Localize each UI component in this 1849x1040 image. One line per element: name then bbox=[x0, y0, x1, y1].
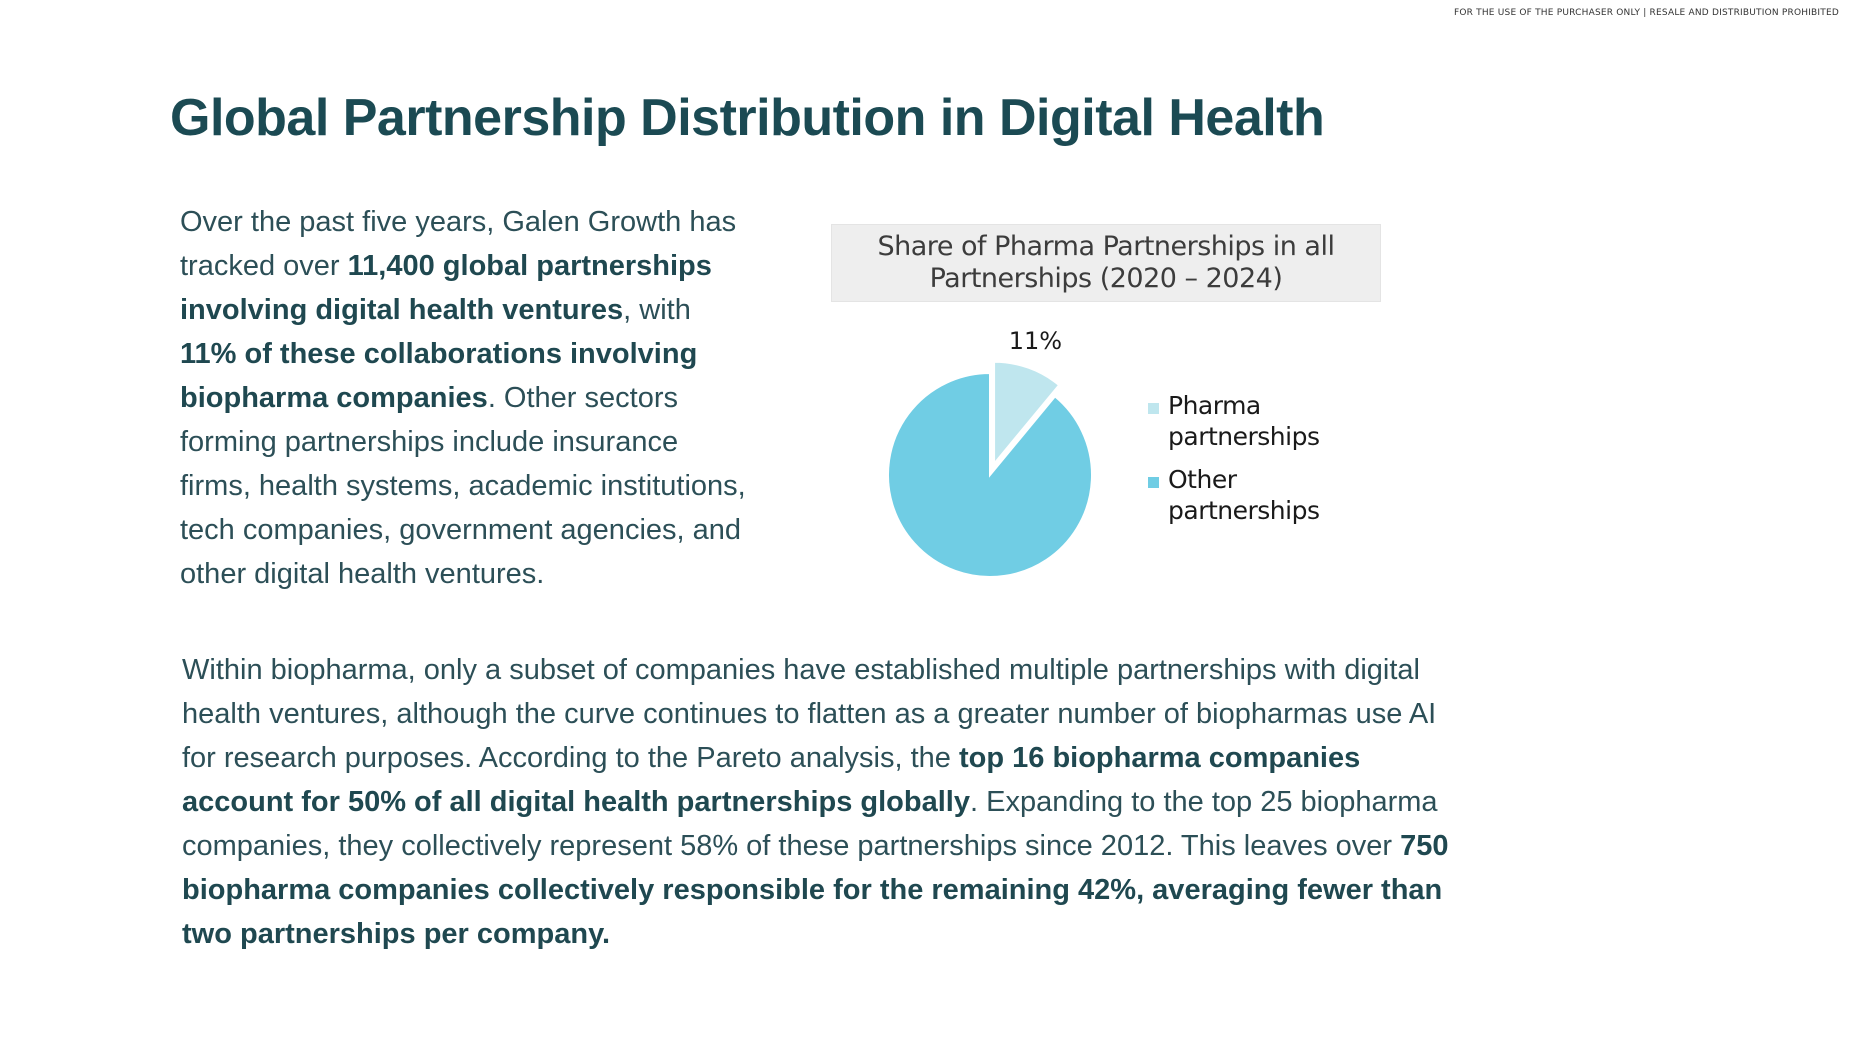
body-text-2: . Expanding to the top 25 biopharma comp… bbox=[182, 786, 1438, 862]
legend-swatch-pharma bbox=[1148, 403, 1159, 414]
body-highlight-1: top 16 biopharma companies account for 5… bbox=[182, 742, 1361, 818]
legend-item-pharma: Pharma partnerships bbox=[1148, 390, 1338, 452]
intro-paragraph: Over the past five years, Galen Growth h… bbox=[180, 200, 755, 596]
body-paragraph: Within biopharma, only a subset of compa… bbox=[182, 648, 1462, 956]
intro-highlight-2: 11% of these collaborations involving bi… bbox=[180, 338, 698, 414]
legend-item-other: Other partnerships bbox=[1148, 464, 1338, 526]
legend-label-pharma: Pharma partnerships bbox=[1168, 391, 1320, 451]
chart-title-line-2: Partnerships (2020 – 2024) bbox=[929, 263, 1283, 294]
chart-title-line-1: Share of Pharma Partnerships in all bbox=[877, 231, 1335, 262]
intro-text-2: , with bbox=[623, 294, 691, 326]
intro-highlight-1: 11,400 global partnerships involving dig… bbox=[180, 250, 712, 326]
chart-title: Share of Pharma Partnerships in all Part… bbox=[831, 224, 1381, 302]
intro-text-3: . Other sectors forming partnerships inc… bbox=[180, 382, 746, 590]
page-title: Global Partnership Distribution in Digit… bbox=[170, 89, 1325, 147]
chart-legend: Pharma partnerships Other partnerships bbox=[1148, 390, 1338, 538]
legend-swatch-other bbox=[1148, 477, 1159, 488]
pie-slice-other bbox=[887, 371, 1093, 578]
pie-chart: 11% bbox=[887, 327, 1093, 578]
legend-label-other: Other partnerships bbox=[1168, 465, 1320, 525]
pie-slice-pharma bbox=[993, 360, 1061, 467]
intro-text-1: Over the past five years, Galen Growth h… bbox=[180, 206, 737, 282]
body-highlight-2: 750 biopharma companies collectively res… bbox=[182, 830, 1449, 950]
usage-notice: FOR THE USE OF THE PURCHASER ONLY | RESA… bbox=[1453, 8, 1839, 18]
pie-data-label: 11% bbox=[1009, 327, 1062, 355]
body-text-1: Within biopharma, only a subset of compa… bbox=[182, 654, 1437, 774]
